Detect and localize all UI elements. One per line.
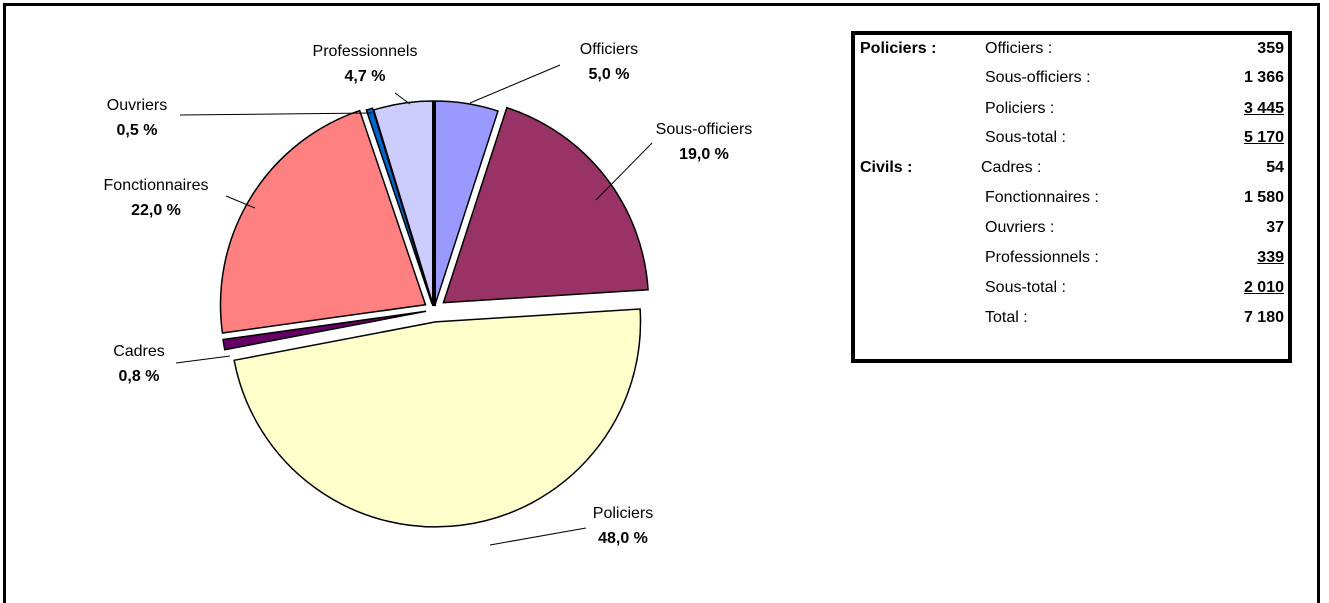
item-label: Sous-total : [985,129,1066,146]
table-row: Sous-total : 5 170 [855,128,1288,153]
pie-slice-ouvriers [365,107,433,305]
pie-slice-sous-officiers [442,106,649,304]
slice-label: Professionnels [313,43,418,60]
slice-percent-label: 19,0 % [679,146,729,163]
slice-label: Officiers [580,41,638,58]
table-row: Sous-officiers : 1 366 [855,68,1288,93]
item-label: Fonctionnaires : [985,189,1099,206]
item-value: 2 010 [1243,279,1284,296]
item-label: Policiers : [985,100,1055,117]
item-label: Sous-officiers : [985,69,1091,86]
slice-percent-label: 5,0 % [589,66,630,83]
slice-label: Cadres [113,343,165,360]
pie-slice-policiers [233,308,642,528]
leader-line [394,92,411,105]
table-row: Professionnels : 339 [855,248,1288,273]
leader-line [179,112,373,116]
slice-percent-label: 0,5 % [117,122,158,139]
leader-line [469,64,561,104]
slice-label: Fonctionnaires [104,177,209,194]
slice-label: Sous-officiers [656,121,753,138]
pie-slice-fonctionnaires [219,109,427,334]
slice-percent-label: 0,8 % [119,368,160,385]
table-row: Total : 7 180 [855,308,1288,333]
table-row: Policiers : 3 445 [855,99,1288,124]
table-row: Fonctionnaires : 1 580 [855,188,1288,213]
slice-percent-label: 48,0 % [598,530,648,547]
group-label: Policiers : [860,40,937,57]
item-value: 1 580 [1243,189,1284,206]
item-label: Professionnels : [985,249,1099,266]
table-row: Ouvriers : 37 [855,218,1288,243]
item-value: 339 [1257,249,1284,266]
slice-percent-label: 4,7 % [345,68,386,85]
item-label: Ouvriers : [985,219,1055,236]
item-label: Sous-total : [985,279,1066,296]
slice-label: Policiers [593,505,653,522]
leader-line [595,142,653,201]
item-value: 54 [1266,159,1284,176]
slice-label: Ouvriers [107,97,167,114]
item-value: 7 180 [1243,309,1284,326]
item-value: 5 170 [1243,129,1284,146]
item-label: Cadres : [981,159,1042,176]
item-label: Officiers : [985,40,1053,57]
pie-slice-cadres [222,310,427,351]
item-label: Total : [985,309,1028,326]
slice-percent-label: 22,0 % [131,202,181,219]
item-value: 359 [1257,40,1284,57]
item-value: 3 445 [1243,100,1284,117]
table-row: Policiers : Officiers : 359 [855,39,1288,64]
leader-line [489,527,587,546]
table-row: Civils : Cadres : 54 [855,158,1288,183]
item-value: 1 366 [1243,69,1284,86]
table-row: Sous-total : 2 010 [855,278,1288,303]
group-label: Civils : [860,159,913,176]
leader-line [175,355,231,364]
leader-line [225,195,256,209]
chart-frame [3,3,1320,603]
summary-table: Policiers : Officiers : 359 Sous-officie… [851,31,1292,363]
item-value: 37 [1266,219,1284,236]
